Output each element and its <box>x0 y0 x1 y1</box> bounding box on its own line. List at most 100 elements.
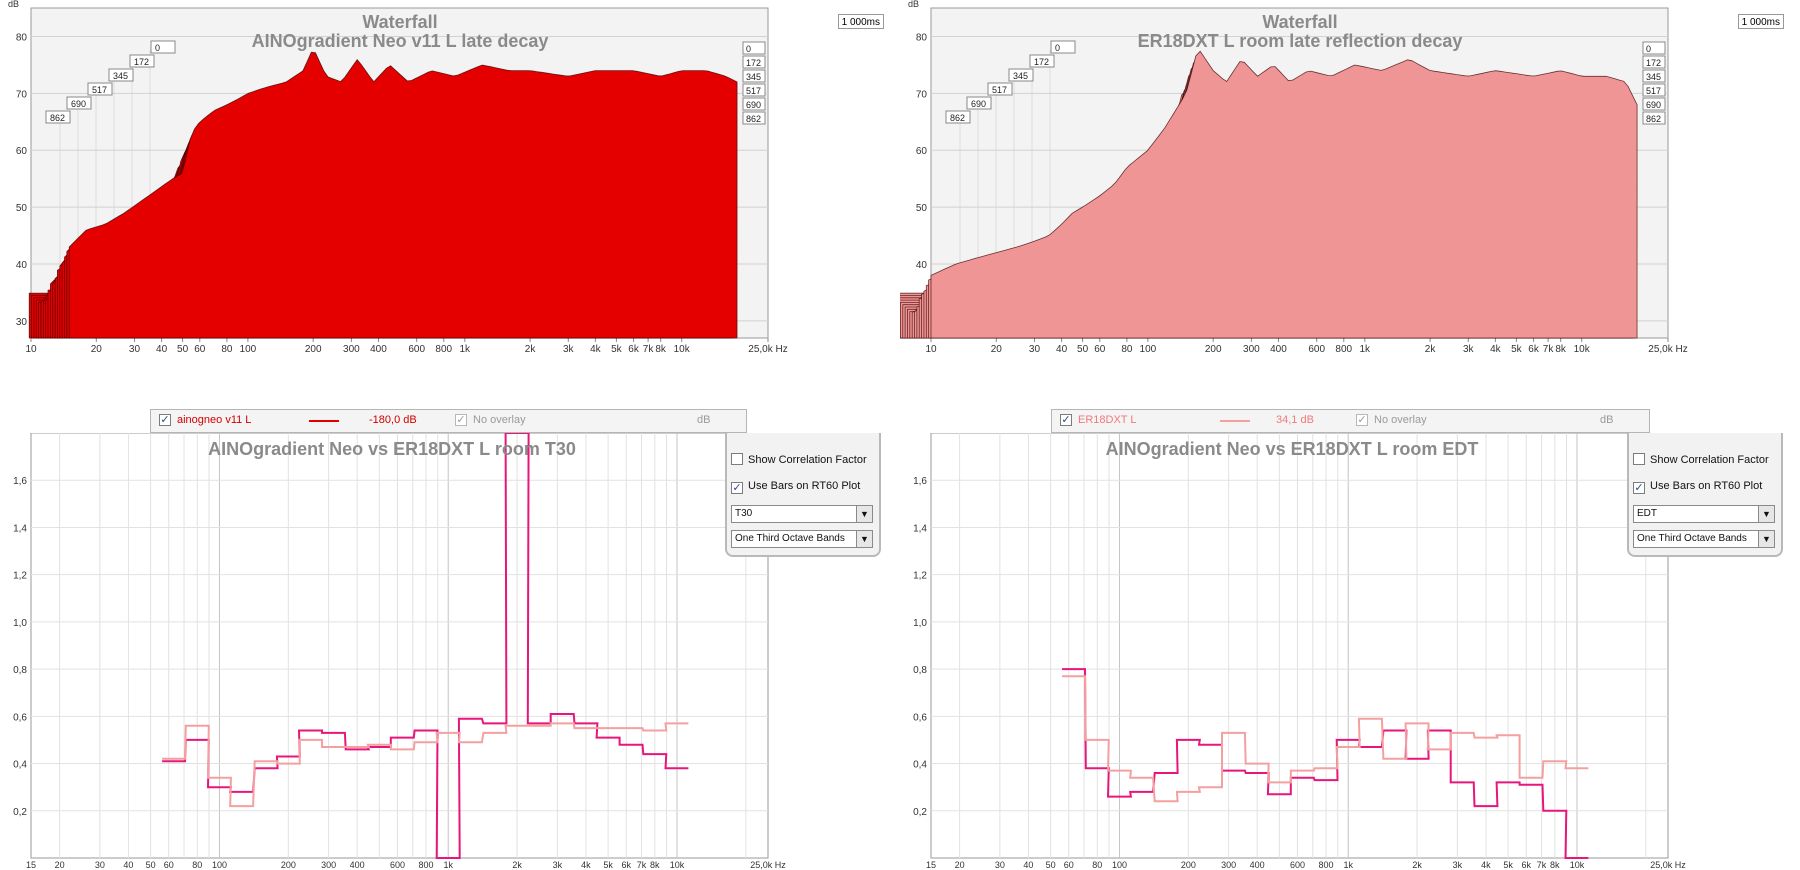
x-tick-label: 80 <box>192 860 202 870</box>
x-tick-label: 25,0k Hz <box>748 344 787 355</box>
rt-right-controls: Show Correlation Factor ✓ Use Bars on RT6… <box>1627 433 1783 557</box>
x-tick-label: 15 <box>926 860 936 870</box>
ctrl-right-bars-label: Use Bars on RT60 Plot <box>1650 480 1763 492</box>
x-tick-label: 400 <box>1250 860 1265 870</box>
x-tick-label: 3k <box>1463 344 1475 355</box>
x-tick-label: 2k <box>1412 860 1422 870</box>
x-tick-label: 10k <box>1574 344 1591 355</box>
ctrl-left-bars-checkbox[interactable]: ✓ <box>731 482 743 494</box>
plot-area <box>930 433 1669 859</box>
y-tick-label: 40 <box>916 260 928 271</box>
time-label: 862 <box>50 113 65 123</box>
x-tick-label: 30 <box>1029 344 1041 355</box>
time-label: 690 <box>71 99 86 109</box>
x-tick-label: 1k <box>1343 860 1353 870</box>
legend-right-unit: dB <box>1600 414 1614 426</box>
x-tick-label: 20 <box>991 344 1003 355</box>
x-tick-label: 25,0k Hz <box>1650 860 1686 870</box>
x-tick-label: 1k <box>443 860 453 870</box>
ctrl-left-correlation-label: Show Correlation Factor <box>748 454 867 466</box>
time-label: 172 <box>134 57 149 67</box>
x-tick-label: 5k <box>611 344 623 355</box>
plot-area <box>30 433 769 859</box>
waterfall-right-legend[interactable]: ✓ ER18DXT L 34,1 dB ✓ No overlay dB <box>1051 409 1650 433</box>
ctrl-right-bars-checkbox[interactable]: ✓ <box>1633 482 1645 494</box>
time-label: 172 <box>1646 58 1661 68</box>
x-tick-label: 8k <box>1555 344 1567 355</box>
y-tick-label: 0,8 <box>913 665 927 676</box>
chevron-down-icon[interactable]: ▼ <box>1758 531 1774 547</box>
time-label-box <box>1642 41 1666 55</box>
y-tick-label: 0,4 <box>913 760 927 771</box>
ctrl-left-correlation-row[interactable]: Show Correlation Factor <box>731 453 867 466</box>
x-tick-label: 8k <box>1550 860 1560 870</box>
legend-left-overlay-checkbox[interactable]: ✓ <box>455 414 467 426</box>
ctrl-left-bars-row[interactable]: ✓ Use Bars on RT60 Plot <box>731 480 860 494</box>
ctrl-right-correlation-checkbox[interactable] <box>1633 453 1645 465</box>
x-tick-label: 7k <box>643 344 655 355</box>
x-tick-label: 800 <box>419 860 434 870</box>
x-tick-label: 3k <box>563 344 575 355</box>
chevron-down-icon[interactable]: ▼ <box>856 531 872 547</box>
x-tick-label: 40 <box>123 860 133 870</box>
x-tick-label: 800 <box>1335 344 1352 355</box>
x-tick-label: 200 <box>1205 344 1222 355</box>
time-label-box <box>150 40 176 54</box>
x-tick-label: 6k <box>621 860 631 870</box>
x-tick-label: 15 <box>26 860 36 870</box>
legend-right-overlay-checkbox[interactable]: ✓ <box>1356 414 1368 426</box>
chevron-down-icon[interactable]: ▼ <box>1758 506 1774 522</box>
time-label: 345 <box>113 71 128 81</box>
time-label-box <box>1642 69 1666 83</box>
x-tick-label: 80 <box>221 344 233 355</box>
x-tick-label: 100 <box>240 344 257 355</box>
x-tick-label: 4k <box>581 860 591 870</box>
chart-title: AINOgradient Neo vs ER18DXT L room T30 <box>208 439 576 459</box>
ctrl-right-bars-row[interactable]: ✓ Use Bars on RT60 Plot <box>1633 480 1762 494</box>
x-tick-label: 30 <box>995 860 1005 870</box>
y-tick-label: 0,2 <box>913 807 927 818</box>
ctrl-left-bands-select[interactable]: One Third Octave Bands ▼ <box>731 530 873 548</box>
x-tick-label: 10 <box>925 344 937 355</box>
x-tick-label: 100 <box>1112 860 1127 870</box>
y-tick-label: 1,0 <box>913 618 927 629</box>
ctrl-left-bars-label: Use Bars on RT60 Plot <box>748 480 861 492</box>
ctrl-left-correlation-checkbox[interactable] <box>731 453 743 465</box>
x-tick-label: 600 <box>390 860 405 870</box>
x-tick-label: 600 <box>408 344 425 355</box>
legend-left-overlay: No overlay <box>473 414 526 426</box>
chevron-down-icon[interactable]: ▼ <box>856 506 872 522</box>
series-er-line <box>1062 675 1589 803</box>
time-label-box <box>108 68 134 82</box>
legend-right-checkbox[interactable]: ✓ <box>1060 414 1072 426</box>
ctrl-left-metric-select[interactable]: T30 ▼ <box>731 505 873 523</box>
waterfall-left-time-box: 1 000ms <box>838 14 884 29</box>
time-label-box <box>66 96 92 110</box>
ctrl-right-correlation-row[interactable]: Show Correlation Factor <box>1633 453 1769 466</box>
x-tick-label: 30 <box>95 860 105 870</box>
legend-right-name: ER18DXT L <box>1078 414 1137 426</box>
y-tick-label: 50 <box>16 203 28 214</box>
legend-left-checkbox[interactable]: ✓ <box>159 414 171 426</box>
time-label-box <box>1642 55 1666 69</box>
ctrl-right-bands-select[interactable]: One Third Octave Bands ▼ <box>1633 530 1775 548</box>
x-tick-label: 800 <box>435 344 452 355</box>
x-tick-label: 5k <box>603 860 613 870</box>
y-tick-label: 80 <box>916 32 928 43</box>
waterfall-left-legend[interactable]: ✓ ainogneo v11 L -180,0 dB ✓ No overlay … <box>150 409 747 433</box>
legend-right-overlay: No overlay <box>1374 414 1427 426</box>
ctrl-left-metric-value: T30 <box>735 508 753 519</box>
time-label: 172 <box>1034 57 1049 67</box>
time-label-box <box>129 54 155 68</box>
x-tick-label: 600 <box>1290 860 1305 870</box>
time-label: 345 <box>1646 72 1661 82</box>
chart-title: AINOgradient Neo vs ER18DXT L room EDT <box>1106 439 1479 459</box>
ctrl-right-metric-value: EDT <box>1637 508 1657 519</box>
ctrl-right-metric-select[interactable]: EDT ▼ <box>1633 505 1775 523</box>
y-tick-label: 1,2 <box>913 571 927 582</box>
time-label: 862 <box>1646 114 1661 124</box>
x-tick-label: 5k <box>1511 344 1523 355</box>
time-label: 0 <box>155 43 160 53</box>
x-tick-label: 40 <box>156 344 168 355</box>
x-tick-label: 20 <box>91 344 103 355</box>
